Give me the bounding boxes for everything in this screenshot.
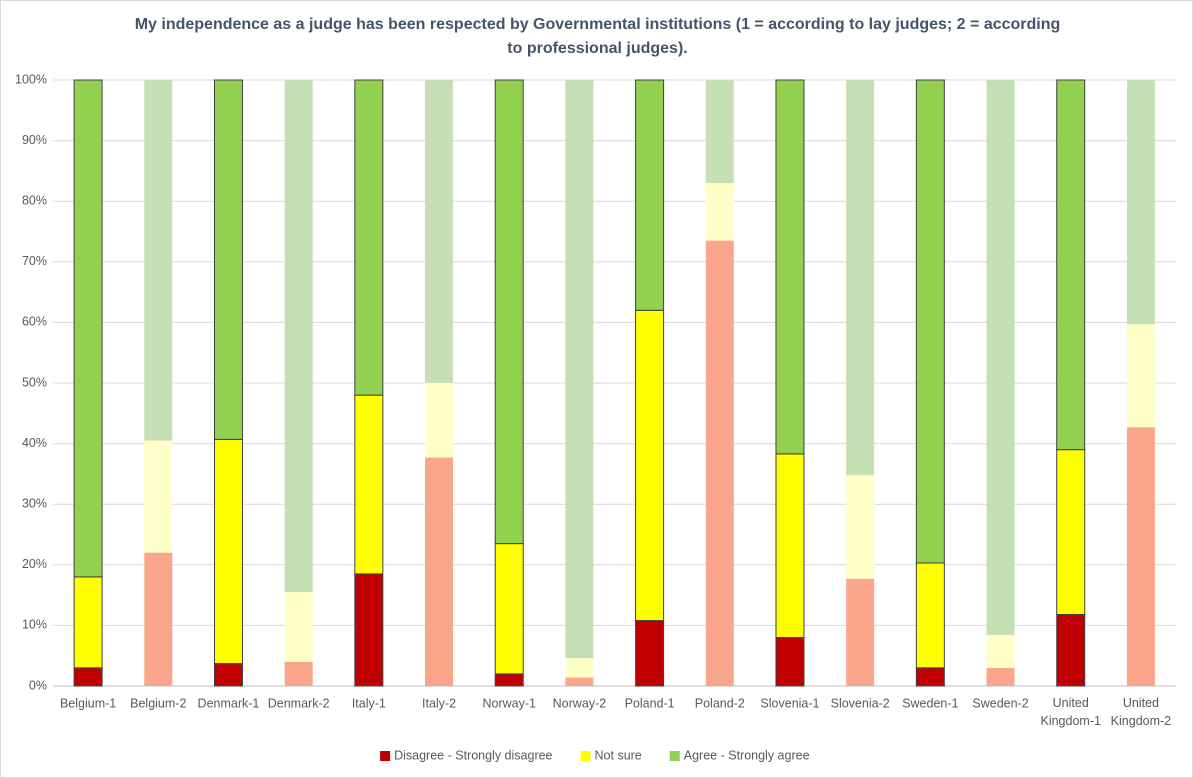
bar-segment — [846, 475, 875, 579]
bar-segment — [1056, 449, 1086, 615]
y-tick-label: 70% — [22, 254, 47, 268]
x-tick-label-line: Kingdom-2 — [1111, 714, 1171, 728]
y-tick-label: 50% — [22, 375, 47, 389]
bar-segment — [73, 576, 103, 669]
x-tick-label: Norway-1 — [482, 696, 536, 710]
y-tick-label: 10% — [22, 618, 47, 632]
y-tick-label: 40% — [22, 436, 47, 450]
bar-segment — [284, 592, 313, 662]
bar-segment — [705, 183, 734, 241]
bar-segment — [775, 453, 805, 639]
y-tick-label: 30% — [22, 496, 47, 510]
x-tick-label: Belgium-1 — [60, 696, 116, 710]
bar-segment — [284, 80, 313, 593]
bar-segment — [494, 543, 524, 675]
x-tick-label-line: United — [1053, 696, 1089, 710]
x-tick-label-line: Kingdom-1 — [1040, 714, 1100, 728]
bar-segment — [494, 673, 524, 687]
bar-segment — [213, 438, 243, 665]
bar-segment — [425, 457, 454, 686]
bar-segment — [986, 80, 1015, 636]
x-tick-label: Slovenia-1 — [760, 696, 819, 710]
y-tick-label: 90% — [22, 133, 47, 147]
x-tick-label: Slovenia-2 — [831, 696, 890, 710]
bar-segment — [915, 667, 945, 687]
bar-segment — [1126, 80, 1155, 325]
bar-segment — [775, 637, 805, 687]
bar-segment — [213, 663, 243, 687]
bar-segment — [565, 80, 594, 659]
bar-segment — [354, 79, 384, 396]
bar-segment — [565, 658, 594, 678]
x-tick-label: United Kingdom-2 — [1111, 696, 1171, 728]
y-tick-label: 60% — [22, 315, 47, 329]
bar-segment — [635, 79, 665, 311]
bar-segment — [846, 80, 875, 476]
x-tick-label: Italy-1 — [352, 696, 386, 710]
bar-segment — [1126, 427, 1155, 686]
bar-segment — [144, 80, 173, 441]
legend-swatch — [380, 751, 391, 761]
bar-segment — [73, 79, 103, 578]
bar-segment — [425, 80, 454, 383]
x-tick-label: Norway-2 — [553, 696, 607, 710]
bar-segment — [705, 80, 734, 184]
bar-segment — [565, 677, 594, 686]
x-tick-label: Denmark-1 — [198, 696, 260, 710]
bar-segment — [775, 79, 805, 455]
bar-segment — [144, 440, 173, 553]
x-tick-label: Denmark-2 — [268, 696, 330, 710]
bar-segment — [1056, 613, 1086, 687]
bar-segment — [284, 661, 313, 686]
x-tick-label: Italy-2 — [422, 696, 456, 710]
bar-segment — [354, 573, 384, 687]
x-tick-label: Sweden-1 — [902, 696, 958, 710]
bar-segment — [915, 562, 945, 669]
legend-swatch — [580, 751, 591, 761]
y-tick-label: 100% — [15, 72, 47, 86]
chart-title: My independence as a judge has been resp… — [134, 16, 1061, 57]
x-tick-label: Poland-1 — [625, 696, 675, 710]
bar-segment — [73, 667, 103, 687]
legend-label: Agree - Strongly agree — [684, 748, 810, 762]
y-tick-label: 20% — [22, 557, 47, 571]
bar-segment — [915, 79, 945, 564]
x-tick-label: Sweden-2 — [972, 696, 1028, 710]
bar-segment — [986, 635, 1015, 668]
bar-segment — [846, 578, 875, 686]
bar-segment — [494, 79, 524, 545]
bar-segment — [1126, 324, 1155, 428]
x-tick-label: Belgium-2 — [130, 696, 186, 710]
y-tick-label: 80% — [22, 193, 47, 207]
bar-segment — [144, 552, 173, 686]
bar-segment — [635, 620, 665, 687]
legend-label: Disagree - Strongly disagree — [394, 748, 552, 762]
legend-label: Not sure — [595, 748, 642, 762]
legend-swatch — [669, 751, 680, 761]
x-tick-label: Poland-2 — [695, 696, 745, 710]
bar-segment — [635, 309, 665, 622]
bar-segment — [1056, 79, 1086, 451]
x-tick-label-line: United — [1123, 696, 1159, 710]
bar-segment — [213, 79, 243, 440]
bar-segment — [986, 667, 1015, 686]
bar-segment — [705, 240, 734, 686]
x-tick-label: United Kingdom-1 — [1040, 696, 1100, 728]
bar-segment — [354, 394, 384, 575]
bar-segment — [425, 383, 454, 458]
y-tick-label: 0% — [29, 678, 47, 692]
